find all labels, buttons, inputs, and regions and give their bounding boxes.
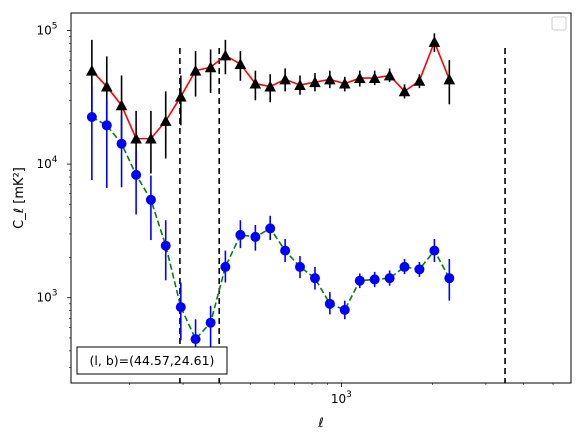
data-point (324, 298, 335, 309)
data-point (398, 85, 411, 97)
data-point (131, 169, 142, 180)
data-point (354, 275, 365, 286)
y-tick-exponent: 5 (52, 21, 58, 31)
data-point (309, 273, 320, 284)
data-point (219, 49, 232, 61)
data-point (294, 261, 305, 272)
data-point (175, 90, 187, 102)
data-point (265, 223, 276, 234)
data-point (368, 72, 381, 83)
y-axis-label: C_ℓ [mK²] (12, 167, 27, 229)
data-point (414, 264, 425, 275)
y-tick-exponent: 3 (52, 289, 58, 299)
data-point (369, 274, 380, 285)
data-point (234, 58, 247, 70)
data-point (130, 132, 142, 144)
data-point (205, 317, 216, 328)
data-point (428, 36, 441, 47)
data-point (190, 334, 201, 345)
plot-frame (70, 12, 572, 384)
data-point (159, 115, 172, 126)
data-point (116, 138, 127, 149)
data-point (339, 304, 350, 315)
vertical-reference-lines (179, 48, 506, 383)
data-point (160, 240, 171, 251)
data-point (384, 273, 395, 284)
data-point (86, 111, 97, 122)
data-point (294, 79, 306, 90)
annotation-box (76, 346, 228, 375)
annotation-text: (l, b)=(44.57,24.61) (90, 353, 215, 368)
legend-box (551, 16, 567, 31)
plot-area (71, 13, 571, 383)
data-series (86, 33, 456, 363)
data-point (280, 245, 291, 256)
data-point (145, 132, 157, 144)
data-point (235, 229, 246, 240)
data-point (383, 69, 396, 81)
data-point (220, 261, 231, 272)
data-point (115, 99, 128, 111)
axis-labels: ℓ C_ℓ [mK²] (12, 167, 324, 431)
data-point (264, 80, 276, 92)
data-point (250, 231, 261, 242)
series-1 (86, 86, 455, 363)
data-point (100, 80, 113, 92)
data-point (429, 245, 440, 256)
data-point (399, 261, 410, 272)
data-point (249, 77, 262, 89)
data-point (444, 273, 455, 284)
x-tick-exponent: 3 (346, 390, 352, 400)
data-point (145, 194, 156, 205)
x-axis-label: ℓ (317, 416, 323, 431)
y-tick-exponent: 4 (52, 155, 58, 165)
data-point (175, 302, 186, 313)
data-point (86, 64, 98, 76)
data-point (189, 64, 202, 76)
data-point (204, 61, 217, 73)
data-point (353, 72, 366, 83)
data-point (443, 73, 456, 85)
data-point (309, 76, 321, 88)
legend (551, 16, 567, 31)
data-point (324, 73, 336, 85)
data-point (101, 120, 112, 131)
data-point (338, 77, 351, 89)
data-point (413, 74, 426, 86)
data-point (279, 73, 291, 85)
annotation: (l, b)=(44.57,24.61) (76, 346, 228, 375)
